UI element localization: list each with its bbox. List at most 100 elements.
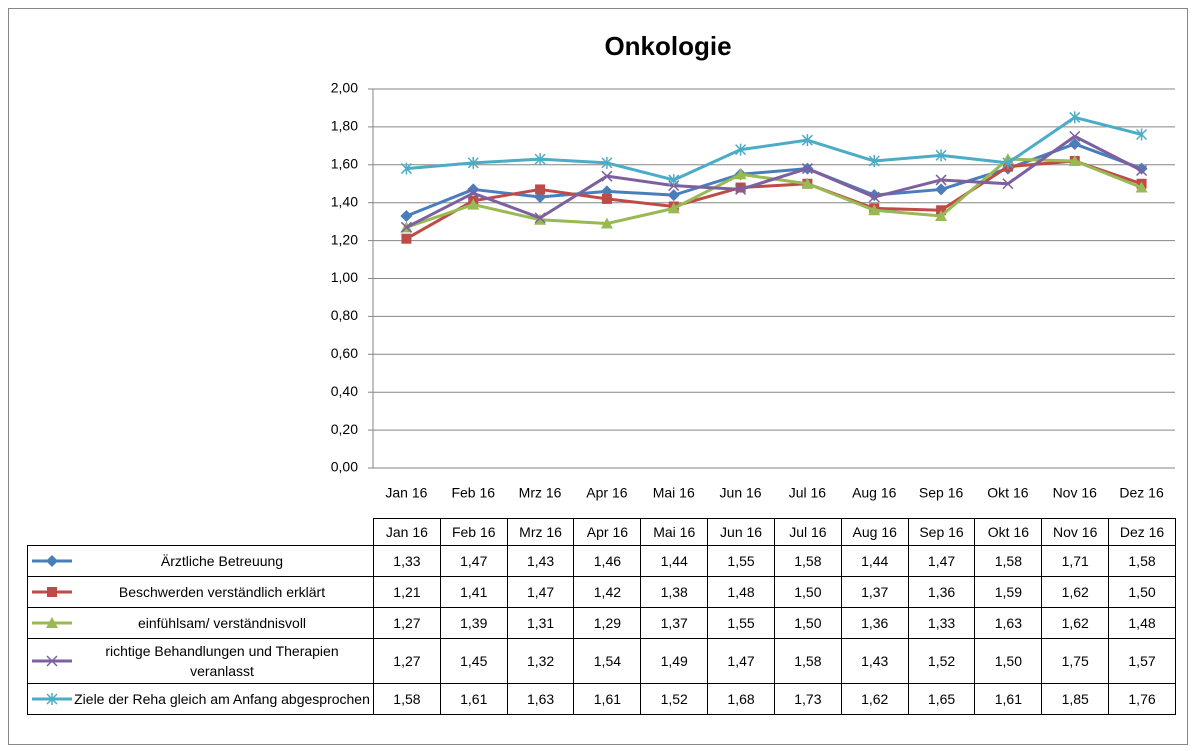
legend-label: richtige Behandlungen und Therapien vera…	[105, 643, 339, 679]
value-cell: 1,75	[1041, 638, 1110, 684]
header-cell: Nov 16	[1041, 518, 1110, 546]
marker	[801, 177, 814, 189]
marker	[400, 209, 413, 222]
marker	[735, 183, 747, 195]
table-row: einfühlsam/ verständnisvoll 1,27 1,39 1,31 1…	[27, 607, 1176, 639]
legend-marker	[46, 693, 58, 705]
value-cell: 1,47	[907, 545, 976, 577]
legend-cell: richtige Behandlungen und Therapien vera…	[27, 638, 374, 684]
y-tick-label: 1,40	[331, 193, 358, 209]
y-tick-label: 0,40	[331, 383, 358, 399]
marker	[935, 174, 947, 186]
value-cell: 1,58	[1108, 545, 1176, 577]
y-tick-label: 1,80	[331, 118, 358, 134]
marker	[667, 189, 680, 202]
marker	[400, 162, 412, 175]
value-cell: 1,65	[907, 683, 976, 715]
legend-key	[32, 617, 72, 628]
value-cell: 1,36	[840, 607, 909, 639]
marker	[935, 209, 948, 221]
legend-label: Ärztliche Betreuung	[160, 553, 284, 569]
legend-cell: Beschwerden verständlich erklärt	[27, 576, 374, 608]
series-line	[406, 115, 1142, 182]
marker	[801, 134, 813, 147]
marker	[1135, 181, 1148, 193]
y-tick-label: 1,00	[331, 269, 358, 285]
value-cell: 1,47	[707, 638, 775, 684]
value-cell: 1,61	[573, 683, 642, 715]
value-cell: 1,62	[1041, 576, 1110, 608]
legend-key	[32, 587, 72, 597]
legend-label: einfühlsam/ verständnisvoll	[137, 615, 307, 631]
table-row: richtige Behandlungen und Therapien vera…	[27, 638, 1176, 684]
value-cell: 1,37	[840, 576, 909, 608]
x-tick-label: Mai 16	[653, 485, 695, 501]
legend-label: Beschwerden verständlich erklärt	[118, 584, 326, 600]
chart-frame	[8, 8, 1188, 745]
x-tick-label: Nov 16	[1053, 485, 1098, 501]
value-cell: 1,76	[1108, 683, 1176, 715]
header-cell: Sep 16	[907, 518, 976, 546]
value-cell: 1,43	[840, 638, 909, 684]
value-cell: 1,58	[373, 683, 441, 715]
marker	[467, 183, 480, 196]
value-cell: 1,54	[573, 638, 642, 684]
marker	[801, 163, 813, 175]
y-tick-label: 2,00	[331, 80, 358, 96]
value-cell: 1,52	[907, 638, 976, 684]
marker	[668, 173, 680, 186]
value-cell: 1,50	[974, 638, 1043, 684]
marker	[1002, 178, 1014, 190]
x-tick-label: Dez 16	[1119, 485, 1164, 501]
marker	[534, 212, 546, 224]
value-cell: 1,58	[974, 545, 1043, 577]
marker	[1136, 164, 1148, 177]
legend-label: Ziele der Reha gleich am Anfang abgespro…	[74, 691, 370, 707]
legend-key	[32, 655, 72, 667]
value-cell: 1,31	[506, 607, 575, 639]
value-cell: 1,38	[640, 576, 709, 608]
value-cell: 1,85	[1041, 683, 1110, 715]
x-tick-label: Apr 16	[586, 485, 627, 501]
marker	[734, 168, 747, 180]
marker	[601, 170, 613, 182]
header-cell: Mai 16	[640, 518, 709, 546]
value-cell: 1,50	[773, 607, 842, 639]
x-tick-label: Feb 16	[451, 485, 495, 501]
x-tick-label: Sep 16	[919, 485, 964, 501]
x-tick-label: Jan 16	[385, 485, 427, 501]
series-line	[405, 159, 1143, 241]
marker	[534, 153, 546, 166]
y-tick-label: 0,80	[331, 307, 358, 323]
data-table: Jan 16 Feb 16 Mrz 16 Apr 16 Mai 16 Jun 16 Jul …	[27, 518, 1176, 715]
value-cell: 1,58	[773, 638, 842, 684]
marker	[1069, 111, 1081, 124]
marker	[401, 233, 412, 244]
marker	[868, 189, 881, 202]
marker	[1069, 130, 1081, 142]
value-cell: 1,61	[974, 683, 1043, 715]
marker	[467, 156, 479, 169]
legend-cell: Ziele der Reha gleich am Anfang abgespro…	[27, 683, 374, 715]
table-row: Beschwerden verständlich erklärt 1,21 1,41…	[27, 576, 1176, 608]
value-cell: 1,57	[1108, 638, 1176, 684]
marker	[868, 191, 880, 203]
value-cell: 1,62	[840, 683, 909, 715]
marker	[935, 183, 948, 196]
marker	[601, 156, 613, 169]
table-row: Ärztliche Betreuung 1,33 1,47 1,43 1,46 1,44 1…	[27, 545, 1176, 577]
marker	[735, 182, 746, 193]
value-cell: 1,52	[640, 683, 709, 715]
value-cell: 1,32	[506, 638, 575, 684]
value-cell: 1,55	[707, 607, 775, 639]
value-cell: 1,27	[373, 638, 441, 684]
header-cell: Mrz 16	[506, 518, 575, 546]
value-cell: 1,50	[1108, 576, 1176, 608]
value-cell: 1,48	[707, 576, 775, 608]
value-cell: 1,33	[373, 545, 441, 577]
chart-title: Onkologie	[604, 31, 731, 61]
table-row: Ziele der Reha gleich am Anfang abgespro…	[27, 683, 1176, 715]
y-tick-label: 1,20	[331, 231, 358, 247]
